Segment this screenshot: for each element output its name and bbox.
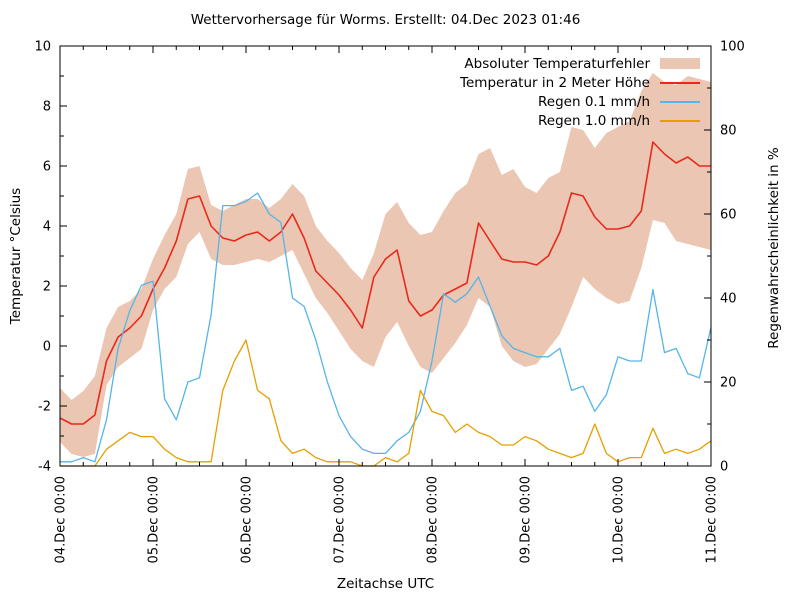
svg-text:0: 0	[43, 340, 51, 355]
legend-item-rain-01: Regen 0.1 mm/h	[0, 92, 700, 111]
svg-text:08.Dec 00:00: 08.Dec 00:00	[426, 476, 441, 563]
legend: Absoluter Temperaturfehler Temperatur in…	[0, 54, 700, 130]
svg-text:11.Dec 00:00: 11.Dec 00:00	[705, 476, 720, 563]
svg-text:80: 80	[720, 124, 737, 139]
svg-text:09.Dec 00:00: 09.Dec 00:00	[519, 476, 534, 563]
svg-text:20: 20	[720, 376, 737, 391]
svg-text:6: 6	[43, 160, 51, 175]
svg-text:2: 2	[43, 280, 51, 295]
temperature-line-swatch	[660, 81, 700, 84]
rain-10-line-swatch	[660, 119, 700, 122]
temperature-line	[59, 141, 711, 425]
svg-text:06.Dec 00:00: 06.Dec 00:00	[240, 476, 255, 563]
svg-text:60: 60	[720, 208, 737, 223]
svg-text:8: 8	[43, 100, 51, 115]
legend-item-error-band: Absoluter Temperaturfehler	[0, 54, 700, 73]
svg-text:4: 4	[43, 220, 51, 235]
svg-text:100: 100	[720, 40, 745, 55]
svg-text:10: 10	[34, 40, 51, 55]
legend-item-temperature: Temperatur in 2 Meter Höhe	[0, 73, 700, 92]
chart-title: Wettervorhersage für Worms. Erstellt: 04…	[190, 12, 581, 28]
svg-text:40: 40	[720, 292, 737, 307]
axis-ticks	[59, 45, 712, 467]
plot-border	[59, 45, 712, 467]
rain-10-line	[60, 339, 712, 467]
x-axis-label-time: Zeitachse UTC	[336, 576, 435, 592]
svg-text:04.Dec 00:00: 04.Dec 00:00	[54, 476, 69, 563]
legend-label-error-band: Absoluter Temperaturfehler	[464, 55, 650, 72]
svg-text:0: 0	[720, 460, 728, 475]
rain-01-line-swatch	[660, 100, 700, 103]
svg-text:-2: -2	[38, 400, 51, 415]
legend-label-rain-10: Regen 1.0 mm/h	[538, 112, 650, 129]
legend-label-rain-01: Regen 0.1 mm/h	[538, 93, 650, 110]
svg-text:07.Dec 00:00: 07.Dec 00:00	[333, 476, 348, 563]
svg-text:05.Dec 00:00: 05.Dec 00:00	[147, 476, 162, 563]
rain-01-line	[60, 192, 712, 463]
error-band	[60, 73, 711, 457]
svg-text:10.Dec 00:00: 10.Dec 00:00	[612, 476, 627, 563]
legend-item-rain-10: Regen 1.0 mm/h	[0, 111, 700, 130]
error-band-swatch	[660, 58, 700, 69]
legend-label-temperature: Temperatur in 2 Meter Höhe	[460, 74, 650, 91]
svg-text:-4: -4	[38, 460, 51, 475]
